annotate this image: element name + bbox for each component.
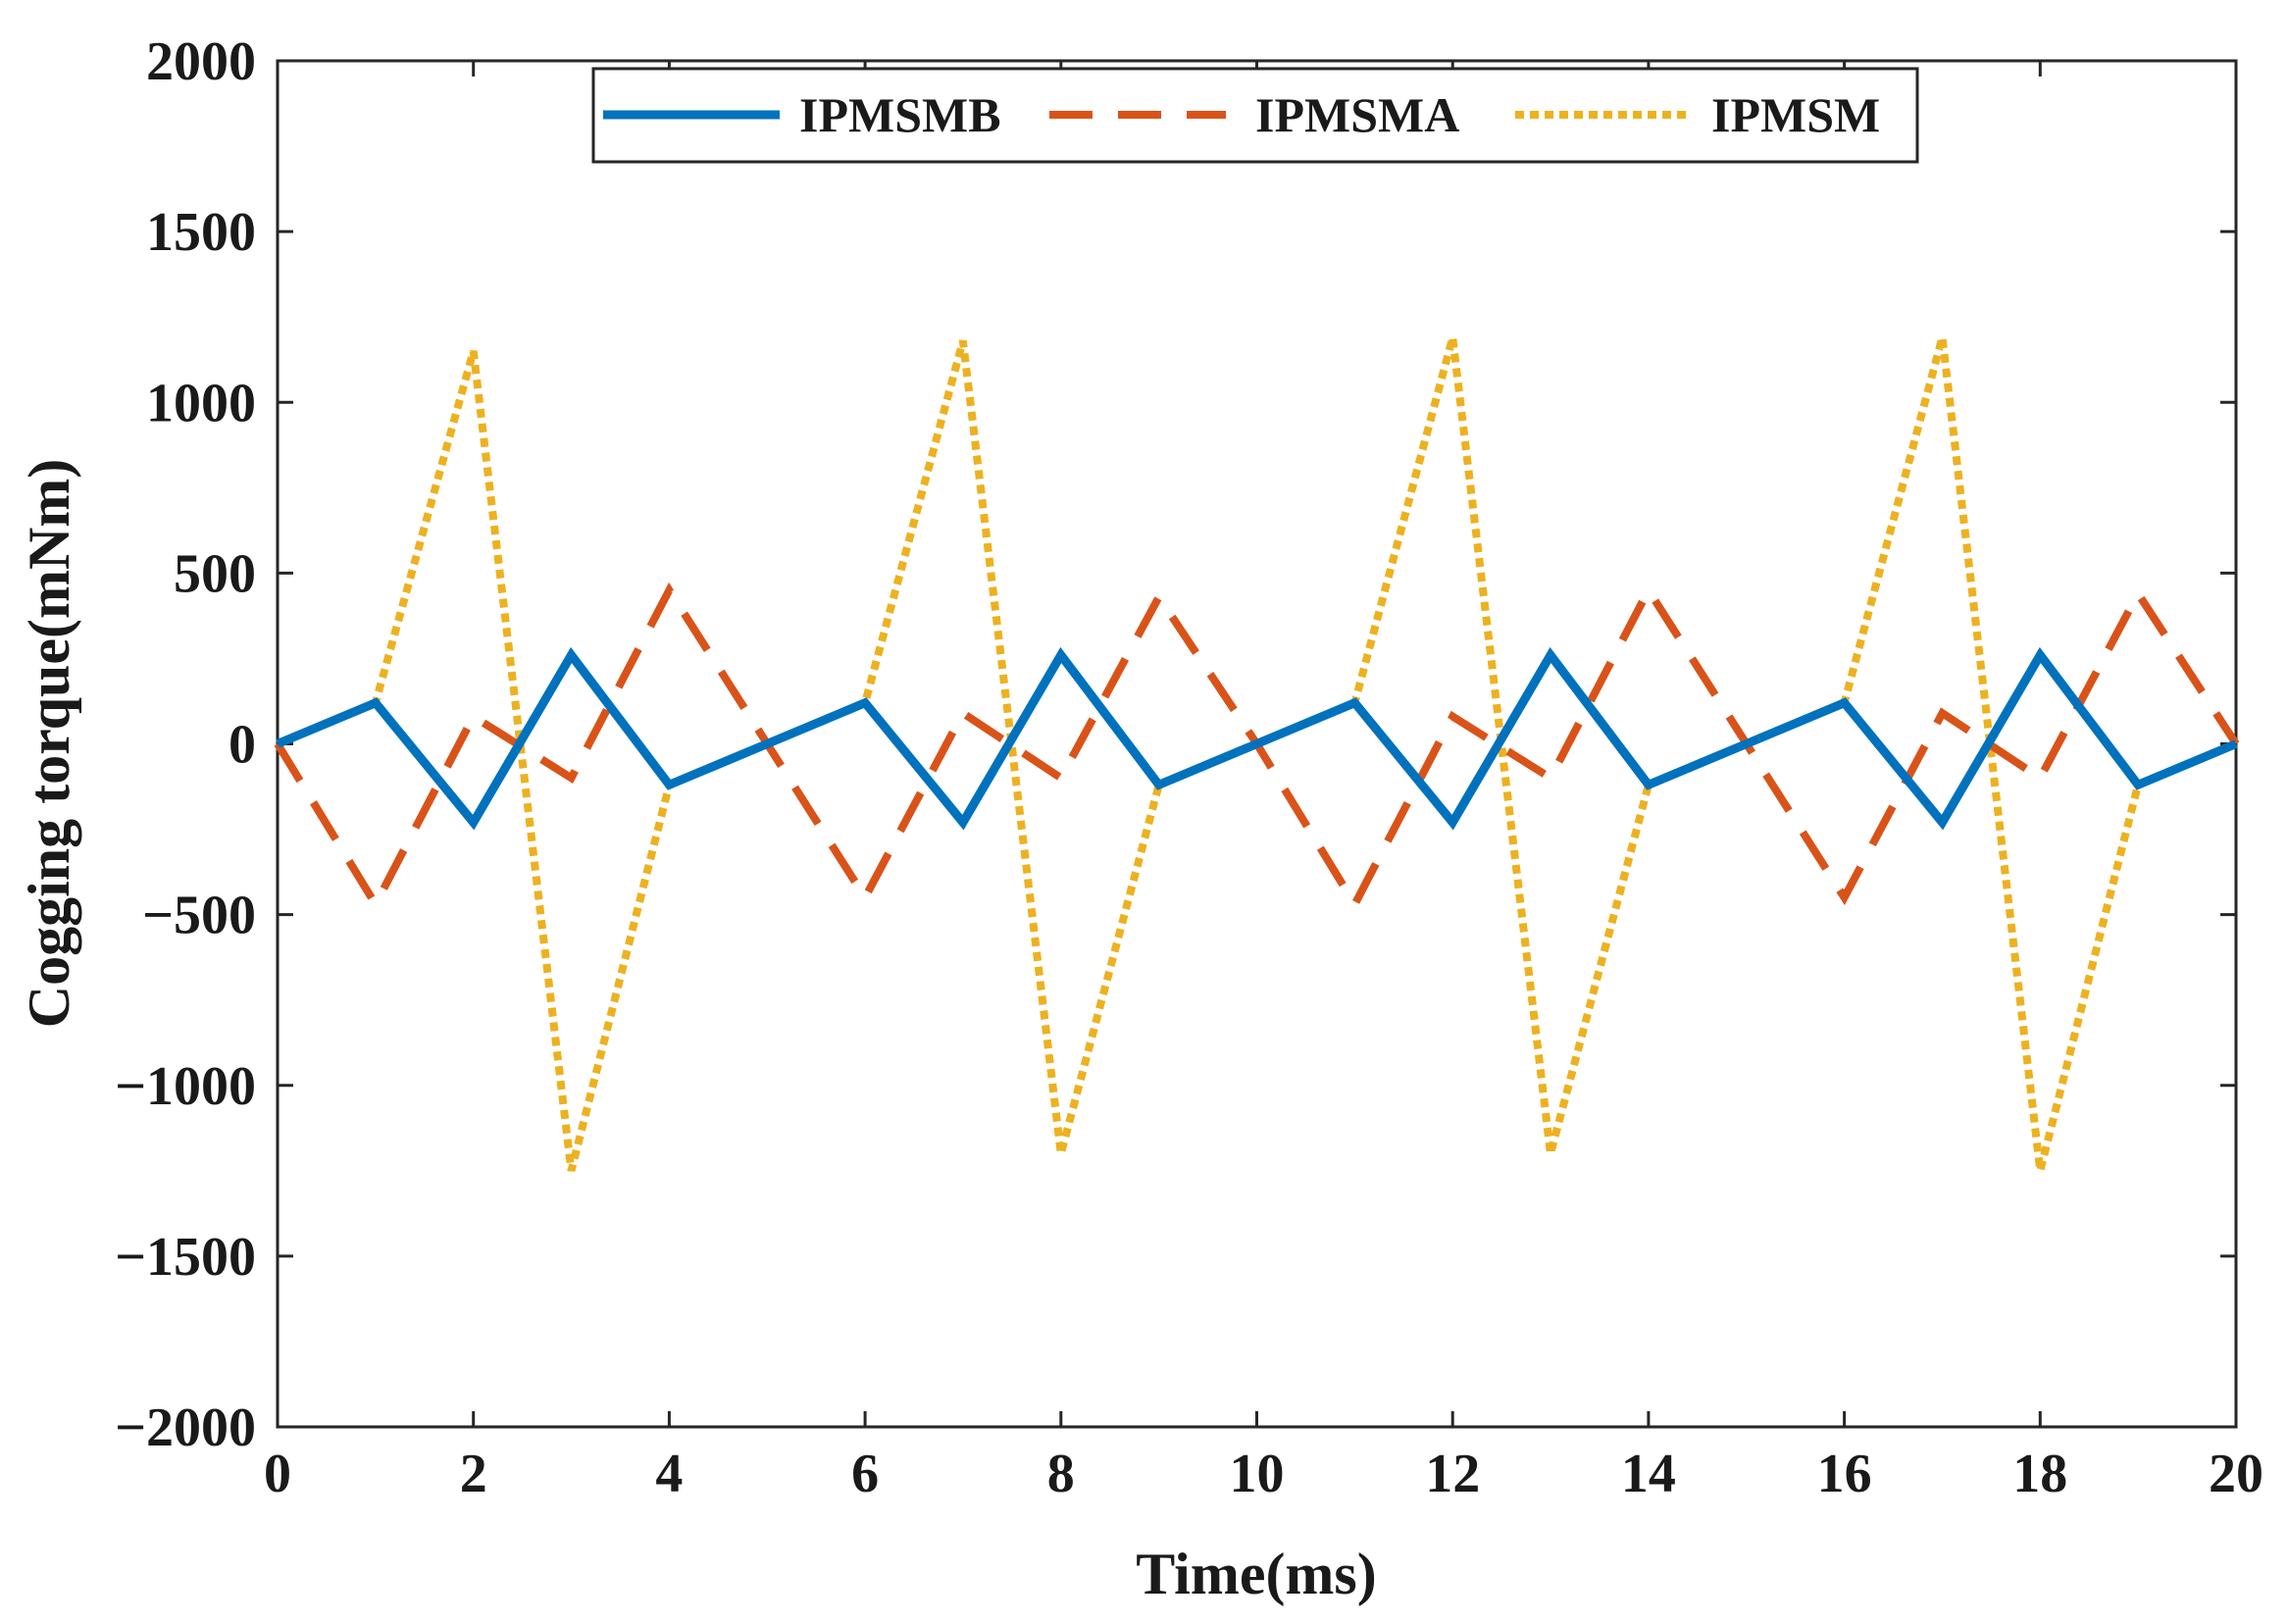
x-tick-label: 12 [1425,1444,1480,1504]
y-tick-label: −500 [142,886,256,946]
x-axis: 0 2 4 6 8 10 12 14 16 18 20 [264,61,2263,1504]
x-tick-label: 10 [1230,1444,1285,1504]
y-tick-label: −1500 [115,1227,256,1288]
y-axis-title: Cogging torque(mNm) [17,459,81,1029]
x-tick-label: 8 [1047,1444,1075,1504]
y-tick-label: 1500 [146,202,256,263]
legend-label-ipmsma: IPMSMA [1255,87,1459,142]
series-line-ipmsm [276,336,2238,1172]
x-tick-label: 6 [851,1444,879,1504]
y-tick-label: 2000 [146,31,256,92]
series-line-ipmsmb [276,646,2238,831]
x-tick-label: 20 [2209,1444,2263,1504]
x-tick-label: 16 [1817,1444,1872,1504]
y-tick-label: 0 [229,715,256,776]
x-tick-label: 18 [2012,1444,2067,1504]
y-tick-label: 500 [174,543,256,604]
y-tick-label: 1000 [146,373,256,433]
legend-label-ipmsm: IPMSM [1711,87,1880,142]
x-tick-label: 14 [1621,1444,1676,1504]
y-tick-label: −1000 [115,1056,256,1117]
y-tick-label: −2000 [115,1397,256,1458]
y-axis: −2000 −1500 −1000 −500 0 500 1000 1500 2000 [115,31,2236,1458]
x-tick-label: 4 [655,1444,683,1504]
legend-label-ipmsmb: IPMSMB [799,87,1001,142]
x-tick-label: 0 [264,1444,291,1504]
series-layer [274,336,2240,1172]
legend: IPMSMB IPMSMA IPMSM [591,67,1919,164]
x-tick-label: 2 [460,1444,487,1504]
legend-box [591,67,1919,164]
x-axis-title: Time(ms) [1136,1542,1377,1606]
